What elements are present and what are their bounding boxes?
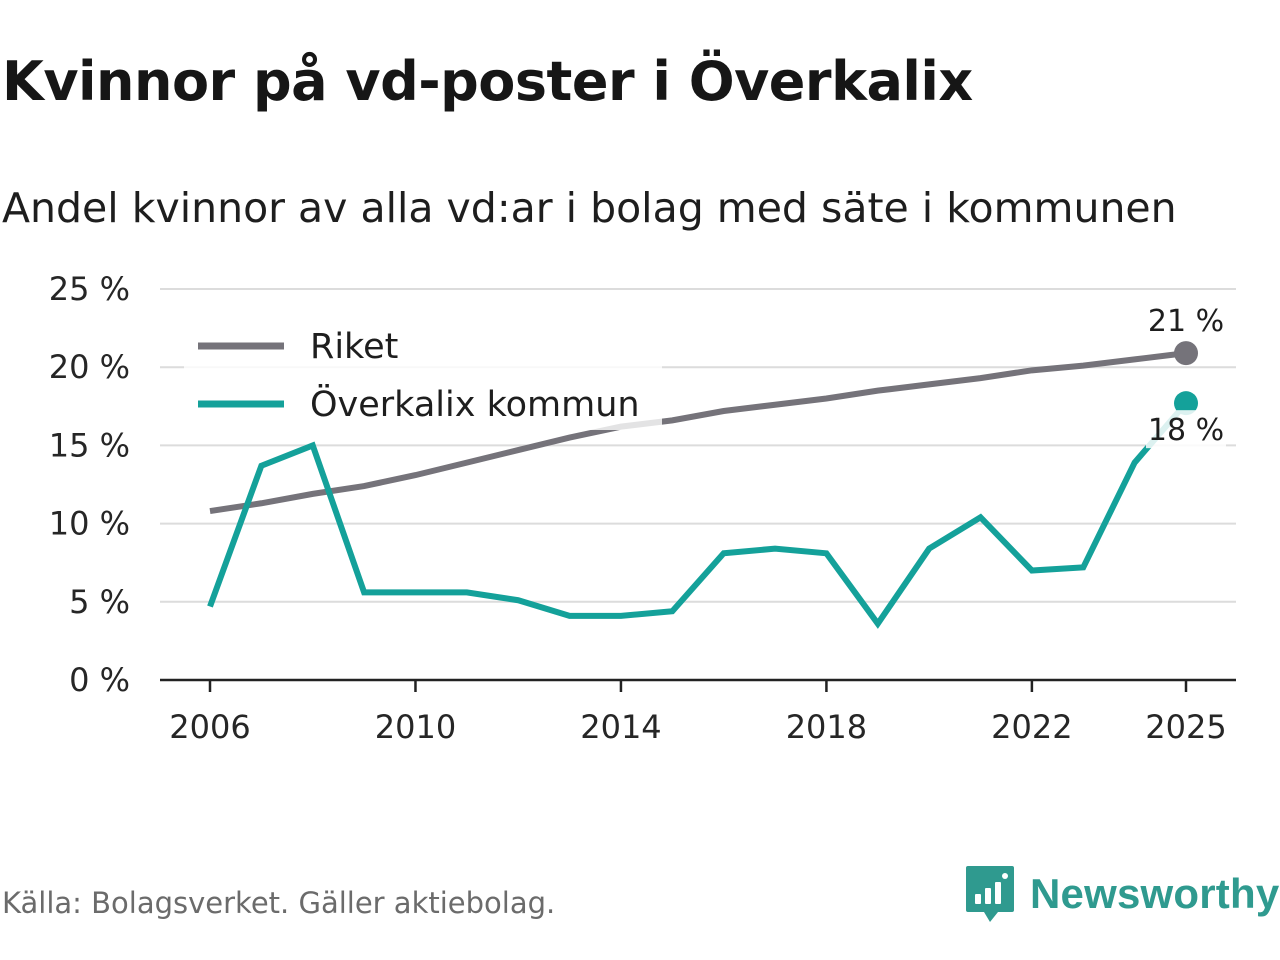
end-labels: 21 % 18 % <box>1146 304 1226 449</box>
series-line-0 <box>209 350 1187 515</box>
chart-subtitle: Andel kvinnor av alla vd:ar i bolag med … <box>2 184 1177 232</box>
legend: Riket Överkalix kommun <box>184 318 662 430</box>
source-note: Källa: Bolagsverket. Gäller aktiebolag. <box>2 886 556 920</box>
y-tick-label: 20 % <box>49 348 130 386</box>
y-tick-label: 15 % <box>49 426 130 464</box>
end-label-backdrop <box>1146 410 1226 449</box>
legend-label: Överkalix kommun <box>310 383 640 425</box>
y-tick-label: 0 % <box>69 661 130 699</box>
y-axis: 0 % 5 % 10 % 15 % 20 % 25 % <box>49 270 130 699</box>
newsworthy-logo-icon <box>966 866 1014 922</box>
end-label: 21 % <box>1148 304 1224 339</box>
y-tick-label: 5 % <box>69 583 130 621</box>
legend-label: Riket <box>310 327 398 367</box>
x-tick-label: 2014 <box>580 708 661 746</box>
x-tick-label: 2018 <box>786 708 867 746</box>
legend-box <box>184 318 662 430</box>
x-tick-label: 2010 <box>375 708 456 746</box>
y-tick-label: 25 % <box>49 270 130 308</box>
x-tick-label: 2025 <box>1145 708 1226 746</box>
y-tick-label: 10 % <box>49 505 130 543</box>
end-marker <box>1174 341 1198 366</box>
x-axis: 2006 2010 2014 2018 2022 2025 <box>160 678 1236 746</box>
brand[interactable]: Newsworthy <box>964 864 1279 924</box>
end-label: 18 % <box>1148 413 1224 448</box>
series-line-1 <box>207 401 1189 629</box>
brand-name: Newsworthy <box>1030 870 1280 917</box>
series-lines <box>207 350 1189 629</box>
x-tick-label: 2006 <box>169 708 250 746</box>
chart-title: Kvinnor på vd-poster i Överkalix <box>2 50 973 113</box>
x-tick-label: 2022 <box>991 708 1072 746</box>
end-marker <box>1174 391 1198 416</box>
